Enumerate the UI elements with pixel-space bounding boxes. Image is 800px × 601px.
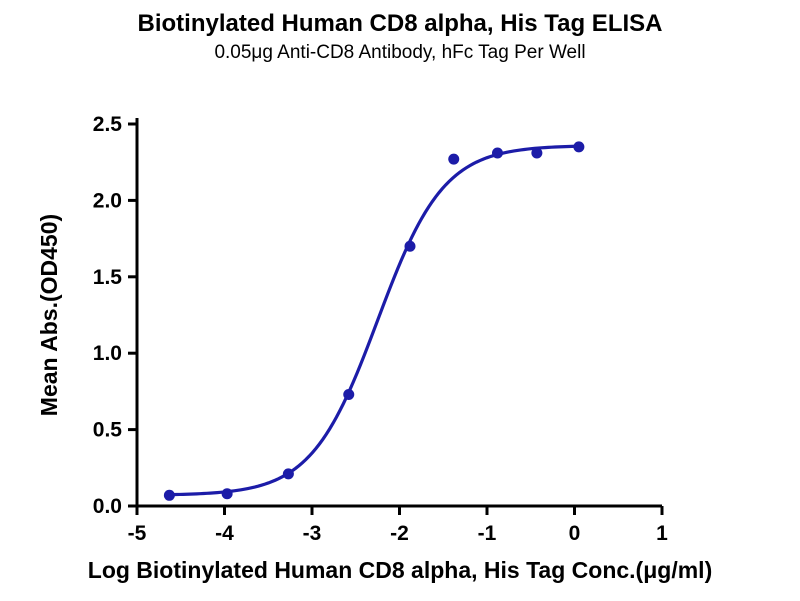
data-point (163, 489, 175, 501)
y-tick-label: 2.5 (93, 113, 123, 136)
elisa-plot-area: 0.0 0.5 1.0 1.5 2.0 2.5 -5 -4 -3 -2 -1 0 1 Mean Abs.(… (36, 113, 712, 583)
y-tick-label: 0.0 (93, 495, 122, 518)
data-point (221, 488, 233, 500)
data-point (282, 468, 294, 480)
data-point (404, 240, 416, 252)
data-point (492, 147, 503, 159)
chart-subtitle: 0.05μg Anti-CD8 Antibody, hFc Tag Per We… (214, 42, 586, 63)
x-tick-label: -4 (215, 522, 234, 545)
y-tick-label: 0.5 (93, 419, 123, 442)
y-tick-label: 1.5 (93, 266, 123, 289)
x-tick-label: -2 (390, 522, 409, 545)
fit-curve (167, 144, 581, 497)
data-point (343, 388, 355, 400)
x-axis-label: Log Biotinylated Human CD8 alpha, His Ta… (88, 557, 712, 583)
chart-title: Biotinylated Human CD8 alpha, His Tag EL… (137, 10, 663, 37)
x-tick-label: -1 (478, 522, 497, 545)
data-point (531, 147, 543, 159)
x-tick-label: -3 (303, 522, 322, 545)
x-tick-label: 1 (656, 522, 668, 545)
data-point (573, 141, 585, 153)
y-tick-label: 1.0 (93, 342, 122, 365)
x-tick-label: 0 (569, 522, 581, 545)
x-tick-label: -5 (128, 522, 147, 545)
data-point (448, 153, 460, 165)
y-tick-label: 2.0 (93, 189, 122, 212)
y-axis-label: Mean Abs.(OD450) (36, 214, 62, 416)
